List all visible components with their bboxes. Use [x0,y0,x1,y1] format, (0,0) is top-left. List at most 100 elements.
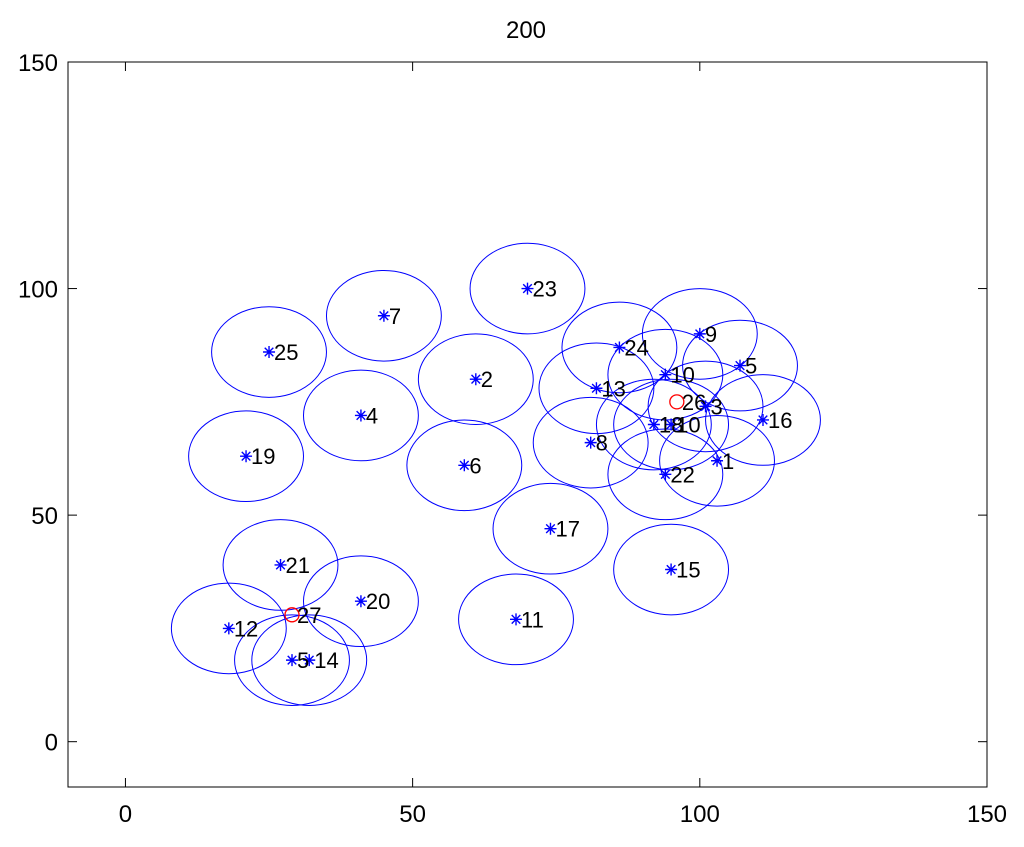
coverage-circle [613,523,730,616]
coverage-circle [659,414,775,507]
coverage-circle [538,342,655,435]
node-marker [303,654,316,667]
coverage-circle [302,369,419,462]
node-label: 25 [274,340,298,365]
node-label: 17 [555,517,579,542]
node-label: 6 [469,453,481,478]
y-tick-label: 0 [45,730,58,757]
node-marker [613,341,626,354]
y-tick-label: 150 [18,50,58,77]
coverage-circle [595,378,712,471]
node-marker [665,418,678,431]
node-label: 23 [533,277,557,302]
node-marker [711,454,724,467]
y-tick-label: 100 [18,277,58,304]
y-axis: 0 50 100 150 [18,50,58,757]
coverage-circle [325,269,442,362]
node-marker [354,409,367,422]
coverage-circle [492,482,609,575]
node-label: 5 [745,354,757,379]
node-marker [544,522,557,535]
node-label: 14 [314,648,338,673]
node-marker [665,563,678,576]
coverage-circle [234,614,350,706]
node-marker [222,622,235,635]
coverage-circle [222,519,339,611]
node-marker [647,418,660,431]
coverage-circle [302,555,419,648]
node-label: 11 [521,607,544,632]
coverage-circle [188,410,304,503]
node-marker [756,413,769,426]
x-tick-label: 150 [967,801,1007,828]
chart-title: 200 [506,17,546,44]
coverage-circle [561,301,678,394]
node-label: 22 [670,462,694,487]
coverage-circle [613,378,730,471]
coverage-circle [647,360,764,453]
coverage-circle [469,242,586,335]
sink-label: 27 [297,603,321,628]
coverage-circle [532,396,649,489]
node-label: 10 [676,413,700,438]
axis-ticks [68,61,988,787]
node-marker [659,468,672,481]
node-label: 20 [366,589,390,614]
node-marker [274,558,287,571]
node-label: 4 [366,403,378,428]
node-marker [584,436,597,449]
coverage-circle [170,582,287,675]
coverage-circle [607,428,724,521]
node-label: 8 [596,431,608,456]
node-label: 9 [705,322,717,347]
node-marker [469,373,482,386]
coverage-circle [417,333,534,425]
coverage-circle [251,614,368,706]
node-marker [240,450,253,463]
coverage-circle [607,328,724,421]
node-marker [263,346,276,358]
node-label: 10 [670,363,694,388]
node-markers: 1234567891010111213141516171819202122232… [222,277,792,673]
node-marker [699,400,712,413]
coverage-circle [458,573,574,666]
node-marker [693,327,706,340]
node-label: 19 [251,444,275,469]
node-marker [510,613,523,626]
coverage-circle [406,419,523,512]
node-label: 12 [234,616,258,641]
node-label: 15 [676,558,700,583]
x-tick-label: 100 [680,801,720,828]
node-marker [377,309,390,322]
x-axis: 0 50 100 150 [119,801,1007,828]
y-tick-label: 50 [31,503,58,530]
node-marker [659,368,672,381]
node-marker [286,654,299,667]
coverage-circle [705,374,821,466]
coverage-circles [170,242,821,706]
node-marker [458,459,471,472]
node-label: 2 [481,367,493,392]
node-label: 24 [624,335,648,360]
x-tick-label: 0 [119,801,132,828]
sink-marker [284,607,300,623]
node-marker [590,382,603,395]
node-label: 18 [659,413,683,438]
node-label: 13 [601,376,625,401]
node-label: 16 [768,408,792,433]
node-marker [354,595,367,608]
plot-frame [67,61,988,788]
node-label: 3 [711,394,723,419]
node-marker [521,282,534,295]
node-label: 5 [297,648,309,673]
coverage-circle [641,288,758,380]
x-tick-label: 50 [399,801,426,828]
node-label: 21 [286,553,310,578]
sink-label: 26 [682,390,706,415]
coverage-circle [682,319,798,412]
node-marker [734,359,747,372]
node-label: 7 [389,304,401,329]
node-label: 1 [722,449,734,474]
coverage-circle [211,306,327,398]
